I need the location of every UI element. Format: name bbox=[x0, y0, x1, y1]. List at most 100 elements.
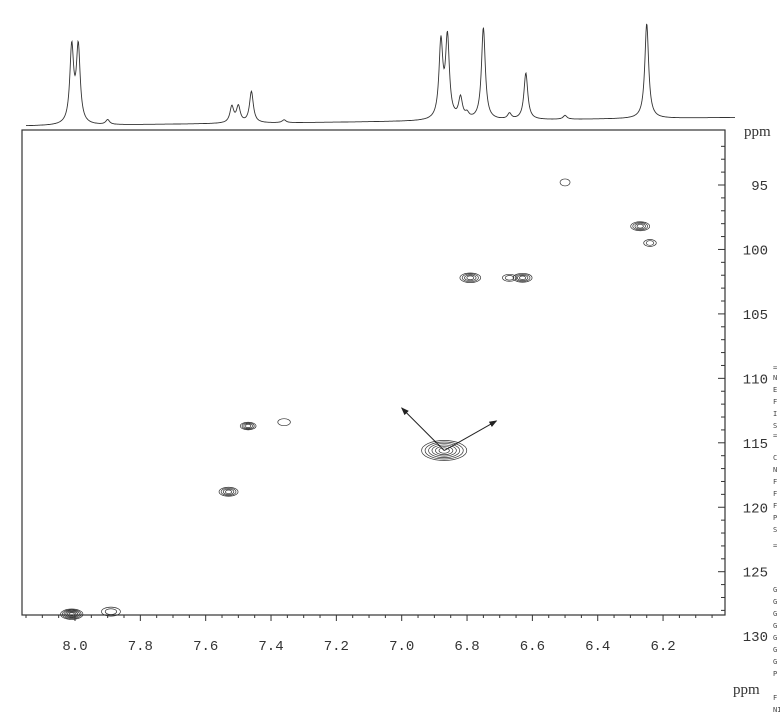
contour-level bbox=[435, 445, 454, 456]
contour-level bbox=[241, 422, 255, 430]
contour-level bbox=[68, 612, 75, 617]
y-tick-label: 125 bbox=[743, 566, 768, 582]
y-tick-label: 110 bbox=[743, 372, 768, 388]
parameter-fragment: N bbox=[773, 466, 777, 474]
contour-level bbox=[428, 443, 461, 458]
contour-level bbox=[431, 444, 457, 457]
contour-level bbox=[243, 423, 253, 429]
x-tick-label: 6.8 bbox=[454, 639, 479, 655]
cross-peak bbox=[277, 418, 291, 427]
contour-level bbox=[424, 441, 464, 460]
contour-level bbox=[60, 608, 84, 620]
parameter-fragment: C bbox=[773, 454, 777, 462]
contour-level bbox=[630, 221, 651, 232]
parameter-fragment: G bbox=[773, 622, 777, 630]
annotation-arrow bbox=[443, 420, 498, 451]
y-tick-label: 115 bbox=[743, 437, 768, 453]
parameter-fragment: G bbox=[773, 646, 777, 654]
contour-level bbox=[504, 275, 515, 281]
contour-level bbox=[218, 486, 239, 497]
parameter-fragment: N bbox=[773, 374, 777, 382]
cross-peak bbox=[559, 178, 571, 187]
cross-peak bbox=[630, 221, 651, 232]
x-tick-label: 6.4 bbox=[585, 639, 610, 655]
cross-peak bbox=[421, 440, 468, 461]
annotation-arrows bbox=[400, 407, 498, 451]
y-axis: 95 100 105 110 115 120 125 130 bbox=[718, 145, 768, 646]
parameter-fragment: E bbox=[773, 386, 777, 394]
parameter-fragment: F bbox=[773, 694, 777, 702]
contour-level bbox=[516, 274, 529, 281]
contour-level bbox=[632, 222, 648, 231]
x-tick-label: 7.4 bbox=[258, 639, 283, 655]
y-tick-label: 95 bbox=[751, 179, 768, 195]
parameter-fragment: G bbox=[773, 634, 777, 642]
parameter-fragment: G bbox=[773, 610, 777, 618]
contour-level bbox=[461, 273, 479, 283]
cross-peak bbox=[643, 239, 657, 247]
y-tick-label: 130 bbox=[743, 630, 768, 646]
x-tick-label: 7.0 bbox=[389, 639, 414, 655]
contour-level bbox=[65, 610, 79, 618]
cross-peak bbox=[502, 273, 517, 282]
parameter-fragment: G bbox=[773, 586, 777, 594]
contour-level bbox=[459, 272, 482, 283]
contour-level bbox=[239, 421, 257, 431]
y-tick-label: 100 bbox=[743, 243, 768, 259]
parameter-fragment: S bbox=[773, 526, 777, 534]
x-tick-label: 6.2 bbox=[650, 639, 675, 655]
cross-peak bbox=[60, 608, 84, 620]
contour-level bbox=[101, 606, 121, 617]
parameter-fragment: F bbox=[773, 478, 777, 486]
plot-frame bbox=[21, 129, 726, 616]
x-axis-unit: ppm bbox=[733, 682, 760, 698]
cross-peak bbox=[101, 606, 121, 617]
cross-peak bbox=[512, 272, 533, 283]
contour-level bbox=[645, 240, 655, 246]
projection-trace bbox=[26, 23, 735, 127]
contour-level bbox=[519, 275, 527, 280]
contour-level bbox=[559, 178, 571, 187]
projection-spectrum bbox=[26, 23, 735, 127]
contour-level bbox=[636, 224, 644, 229]
contour-level bbox=[220, 487, 237, 496]
contour-level bbox=[61, 609, 82, 620]
x-tick-label: 7.2 bbox=[324, 639, 349, 655]
x-tick-label: 7.6 bbox=[193, 639, 218, 655]
parameter-fragment: F bbox=[773, 502, 777, 510]
y-axis-unit: ppm bbox=[744, 124, 771, 140]
contour-level bbox=[514, 273, 531, 282]
x-tick-label: 7.8 bbox=[128, 639, 153, 655]
x-tick-label: 6.6 bbox=[520, 639, 545, 655]
x-axis: 8.0 7.8 7.6 7.4 7.2 7.0 6.8 6.6 6.4 6.2 bbox=[25, 615, 713, 655]
parameter-fragment: G bbox=[773, 658, 777, 666]
contour-level bbox=[277, 418, 291, 427]
contour-level bbox=[438, 447, 450, 454]
parameter-fragment: NI bbox=[773, 706, 780, 714]
contour-level bbox=[643, 239, 657, 247]
contour-level bbox=[466, 275, 475, 281]
cross-peak bbox=[239, 421, 257, 431]
parameter-fragment: F bbox=[773, 398, 777, 406]
parameter-fragment: = bbox=[773, 542, 777, 550]
contour-level bbox=[512, 272, 533, 283]
parameter-fragment: = bbox=[773, 432, 777, 440]
cross-peak bbox=[459, 272, 482, 283]
contour-level bbox=[224, 489, 233, 494]
contour-level bbox=[63, 610, 80, 619]
y-tick-label: 105 bbox=[743, 308, 768, 324]
parameter-fragment: F bbox=[773, 490, 777, 498]
parameter-fragment: I bbox=[773, 410, 777, 418]
parameter-fragment: S bbox=[773, 422, 777, 430]
cross-peak bbox=[218, 486, 239, 497]
contour-level bbox=[464, 274, 477, 282]
y-tick-label: 120 bbox=[743, 501, 768, 517]
parameter-fragment: P bbox=[773, 670, 777, 678]
contour-peaks bbox=[60, 178, 657, 620]
annotation-arrow bbox=[400, 407, 445, 451]
contour-level bbox=[245, 424, 252, 428]
x-tick-label: 8.0 bbox=[62, 639, 87, 655]
parameter-fragment: P bbox=[773, 514, 777, 522]
